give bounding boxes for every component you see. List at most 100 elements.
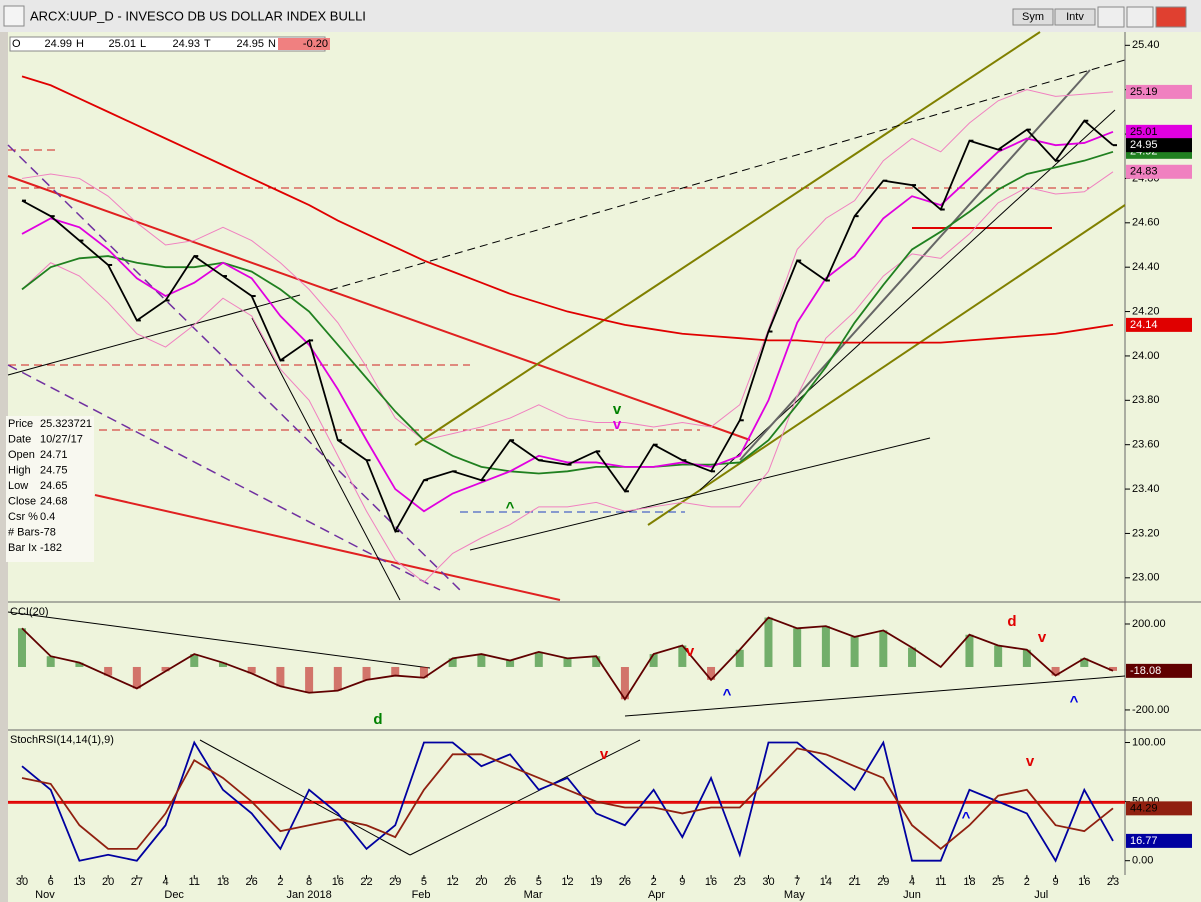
info-label: Bar Ix xyxy=(8,542,37,554)
trendline xyxy=(7,175,751,441)
annotation: d xyxy=(1007,613,1016,630)
annotation: v xyxy=(613,401,622,418)
x-tick-label: 27 xyxy=(131,876,143,888)
x-tick-label: 16 xyxy=(332,876,344,888)
app-icon xyxy=(3,5,25,27)
date-axis xyxy=(8,875,1125,902)
annotation: ^ xyxy=(723,686,732,703)
info-label: # Bars xyxy=(8,526,40,538)
y-tick-label: 24.60 xyxy=(1132,217,1160,229)
minimize-button[interactable] xyxy=(1097,6,1125,28)
info-value: 0.4 xyxy=(40,511,55,523)
month-label: Jun xyxy=(903,889,921,901)
quote-change-box xyxy=(278,38,330,50)
y-tick-label: -200.00 xyxy=(1132,704,1169,716)
intv-button[interactable] xyxy=(1054,8,1096,26)
y-tick-label: 23.40 xyxy=(1132,483,1160,495)
x-tick-label: 19 xyxy=(590,876,602,888)
trendline xyxy=(7,144,461,591)
info-label: Open xyxy=(8,449,35,461)
x-tick-label: 25 xyxy=(992,876,1004,888)
trendline xyxy=(329,59,1126,291)
trendline xyxy=(624,675,1126,717)
sym-button[interactable] xyxy=(1012,8,1054,26)
x-tick-label: 16 xyxy=(705,876,717,888)
x-tick-label: 18 xyxy=(963,876,975,888)
x-tick-label: 23 xyxy=(734,876,746,888)
y-tick-label: 200.00 xyxy=(1132,618,1166,630)
x-tick-label: 9 xyxy=(1053,876,1059,888)
y-tick-label: 0.00 xyxy=(1132,855,1153,867)
month-label: Dec xyxy=(164,889,184,901)
x-tick-label: 20 xyxy=(475,876,487,888)
info-label: Date xyxy=(8,433,31,445)
series-line xyxy=(21,616,1114,701)
y-tick-label: 23.00 xyxy=(1132,572,1160,584)
annotation: v xyxy=(600,746,609,763)
price-tag-label: 44.29 xyxy=(1130,802,1158,814)
price-tag xyxy=(1126,833,1192,848)
info-value: 24.75 xyxy=(40,464,68,476)
info-label: Csr % xyxy=(8,511,38,523)
x-tick-label: 6 xyxy=(48,876,54,888)
info-value: 24.65 xyxy=(40,480,68,492)
trendline xyxy=(469,437,931,551)
x-tick-label: 30 xyxy=(16,876,28,888)
price-tag xyxy=(1126,317,1192,332)
trendline xyxy=(7,294,301,376)
quote-value: -0.20 xyxy=(303,38,328,50)
annotation: v xyxy=(1038,629,1047,646)
annotation: ^ xyxy=(1070,693,1079,710)
quote-key: O xyxy=(12,38,21,50)
trendline xyxy=(647,204,1126,526)
annotation: ^ xyxy=(506,499,515,516)
month-label: Jul xyxy=(1034,889,1048,901)
x-tick-label: 16 xyxy=(1078,876,1090,888)
trendline xyxy=(7,364,441,591)
close-button[interactable] xyxy=(1155,6,1187,28)
month-label: Apr xyxy=(648,889,665,901)
x-tick-label: 4 xyxy=(909,876,915,888)
annotation: v xyxy=(613,416,622,433)
x-tick-label: 12 xyxy=(447,876,459,888)
info-value: 10/27/17 xyxy=(40,433,83,445)
trendline xyxy=(251,317,401,601)
info-label: Price xyxy=(8,418,33,430)
title-bar xyxy=(0,0,1201,32)
info-label: High xyxy=(8,464,31,476)
y-tick-label: 23.60 xyxy=(1132,439,1160,451)
quote-value: 25.01 xyxy=(108,38,136,50)
x-tick-label: 21 xyxy=(848,876,860,888)
month-label: Jan 2018 xyxy=(286,889,331,901)
intv-label[interactable]: Intv xyxy=(1066,11,1084,23)
y-tick-label: 100.00 xyxy=(1132,736,1166,748)
info-label: Low xyxy=(8,480,28,492)
sym-label[interactable]: Sym xyxy=(1022,11,1044,23)
x-tick-label: 18 xyxy=(217,876,229,888)
x-tick-label: 26 xyxy=(504,876,516,888)
x-tick-label: 2 xyxy=(277,876,283,888)
series-line xyxy=(21,75,1114,344)
x-tick-label: 5 xyxy=(421,876,427,888)
x-tick-label: 2 xyxy=(1024,876,1030,888)
price-tag xyxy=(1126,138,1192,153)
quote-value: 24.95 xyxy=(236,38,264,50)
plot-area xyxy=(8,32,1125,875)
month-label: May xyxy=(784,889,805,901)
price-tag-label: 24.14 xyxy=(1130,319,1158,331)
price-tag xyxy=(1126,164,1192,179)
x-tick-label: 9 xyxy=(679,876,685,888)
series-line xyxy=(21,171,1114,583)
series-line xyxy=(21,740,1114,863)
maximize-button[interactable] xyxy=(1126,6,1154,28)
x-tick-label: 30 xyxy=(762,876,774,888)
quote-key: H xyxy=(76,38,84,50)
x-tick-label: 2 xyxy=(651,876,657,888)
annotation: v xyxy=(686,643,695,660)
panel-title: CCI(20) xyxy=(10,606,49,618)
x-tick-label: 22 xyxy=(360,876,372,888)
y-tick-label: 24.20 xyxy=(1132,305,1160,317)
quote-key: L xyxy=(140,38,146,50)
